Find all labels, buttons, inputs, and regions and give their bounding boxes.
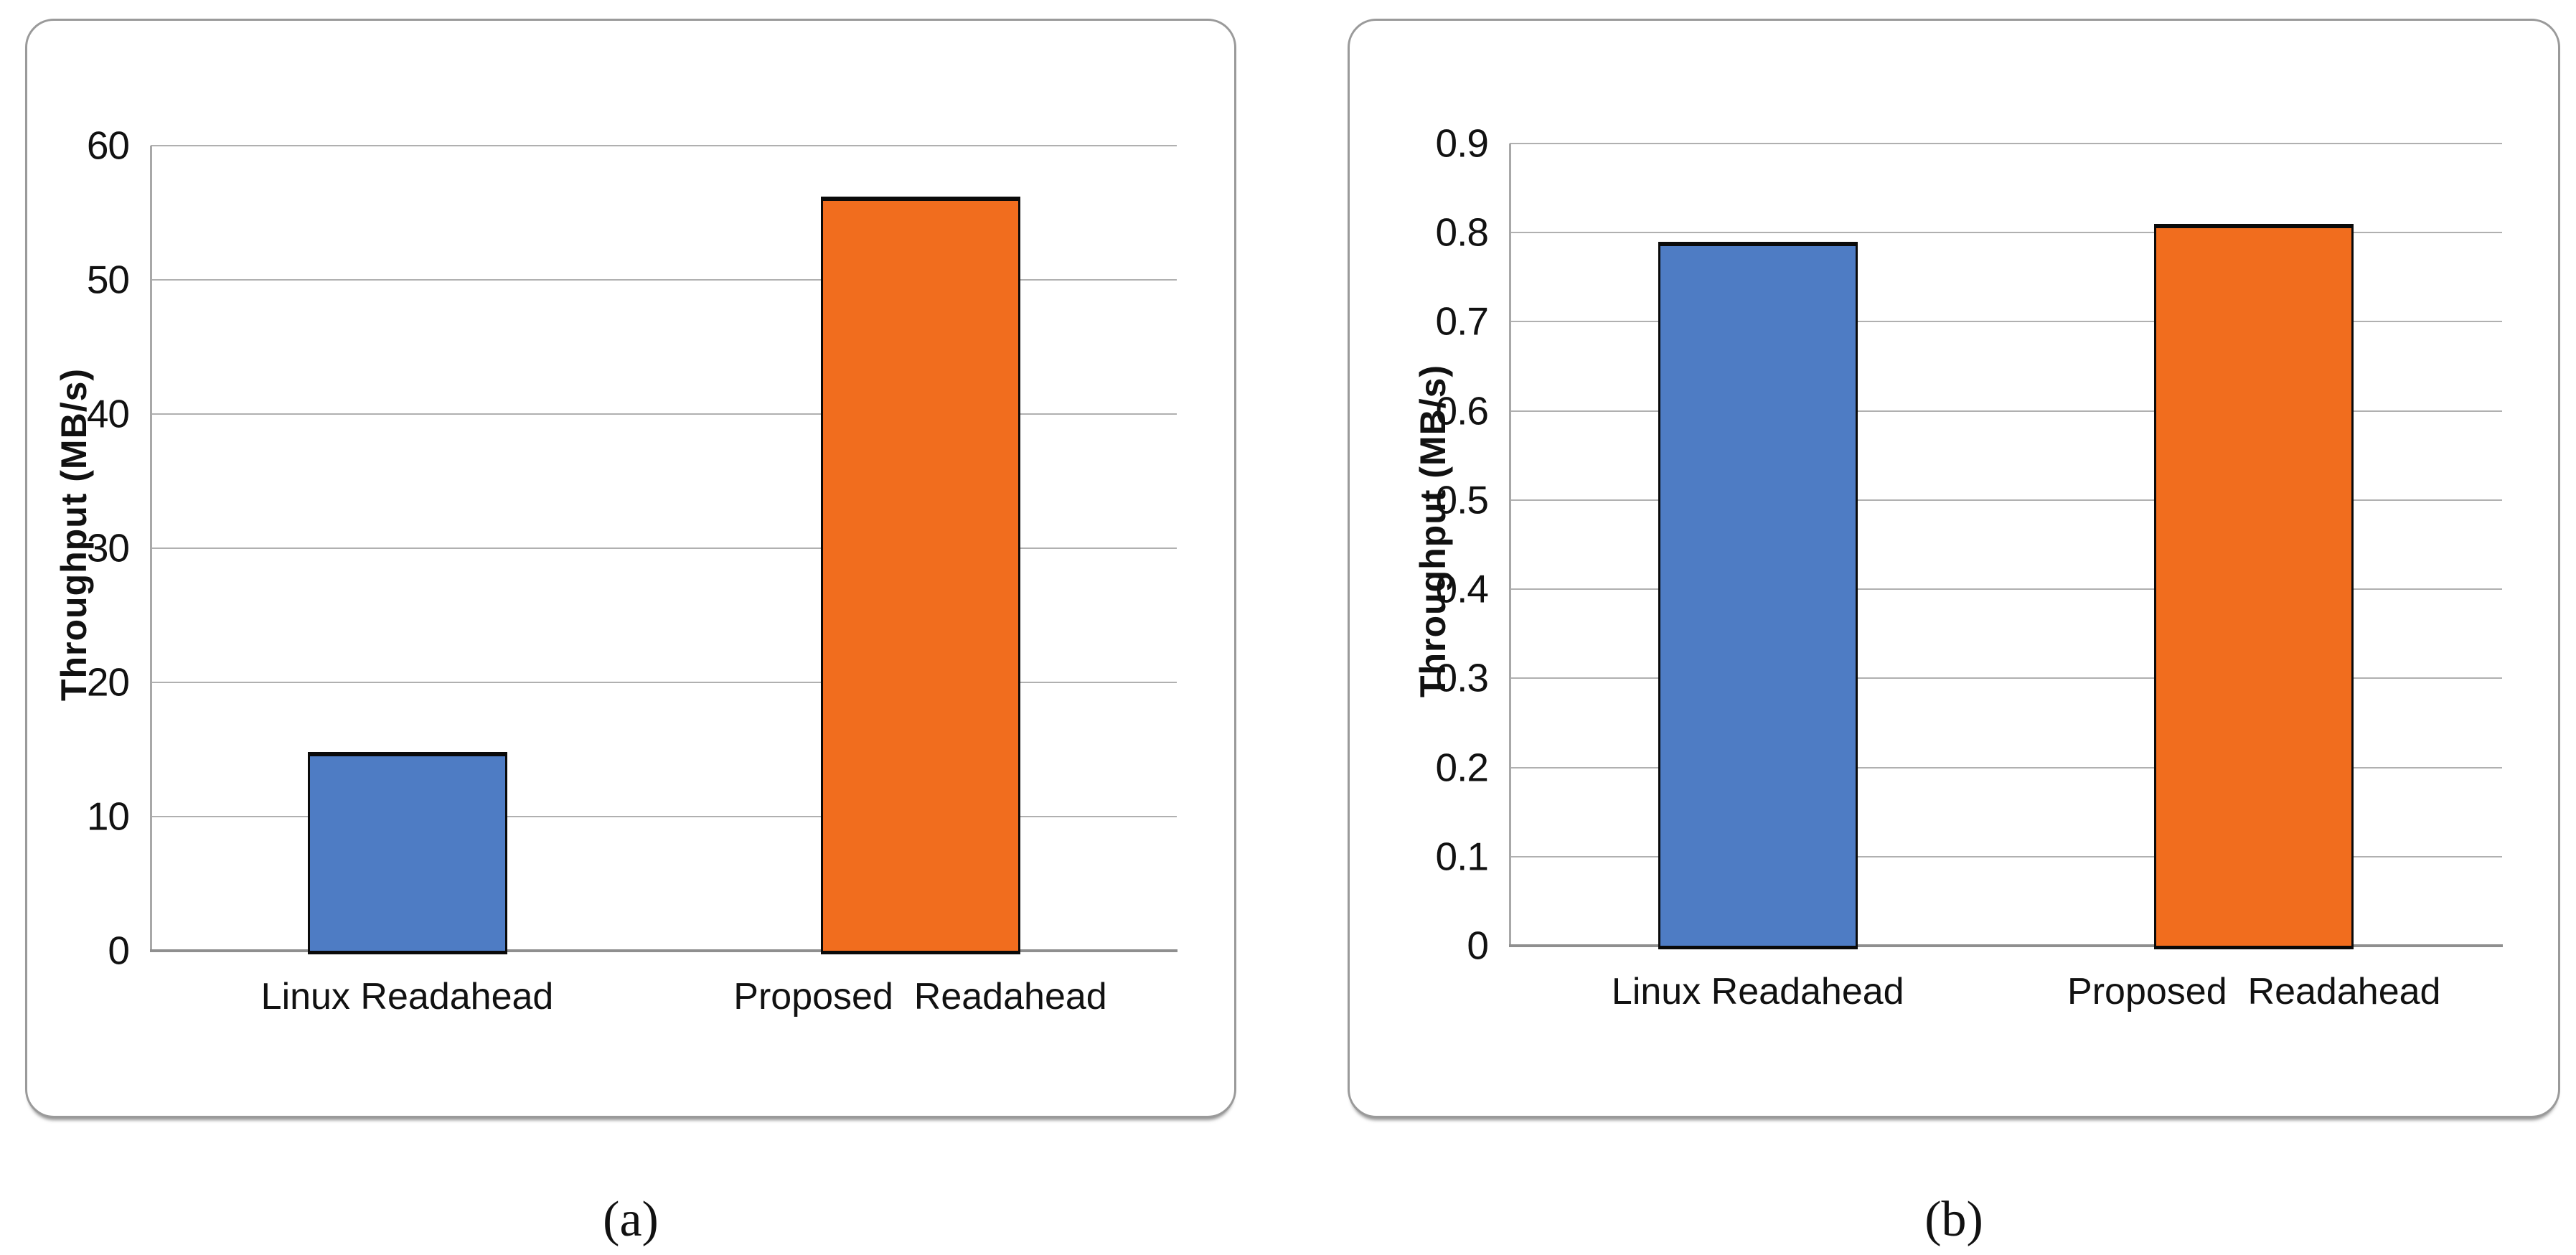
gridline-h — [151, 413, 1177, 415]
chart-panel-a — [25, 19, 1236, 1118]
y-axis-tick-label: 0 — [108, 928, 130, 973]
gridline-h — [151, 145, 1177, 146]
gridline-h — [151, 279, 1177, 281]
x-axis-line — [150, 949, 1177, 952]
y-axis-tick-label: 30 — [86, 525, 130, 570]
x-axis-category-label: Linux Readahead — [260, 976, 554, 1017]
y-axis-tick-label: 40 — [86, 391, 130, 436]
bar-linux-readahead — [1658, 241, 1858, 949]
gridline-h — [1510, 855, 2502, 857]
y-axis-tick-label: 50 — [86, 257, 130, 302]
gridline-h — [151, 682, 1177, 683]
gridline-h — [151, 547, 1177, 549]
bar-proposed-readahead — [2154, 223, 2354, 949]
y-axis-tick-label: 10 — [86, 794, 130, 839]
gridline-h — [1510, 677, 2502, 680]
chart-panel-b — [1348, 19, 2560, 1118]
y-axis-tick-label: 0.2 — [1435, 745, 1489, 790]
x-axis-category-label: Linux Readahead — [1611, 971, 1904, 1012]
bar-linux-readahead — [307, 752, 507, 954]
x-axis-line — [1509, 944, 2503, 947]
gridline-h — [151, 816, 1177, 817]
y-axis-tick-label: 0.3 — [1435, 655, 1489, 700]
gridline-h — [1510, 499, 2502, 501]
y-axis-tick-label: 20 — [86, 659, 130, 705]
x-axis-category-label: Proposed Readahead — [2067, 971, 2441, 1012]
gridline-h — [1510, 766, 2502, 768]
gridline-h — [1510, 143, 2502, 144]
y-axis-tick-label: 0.1 — [1435, 834, 1489, 879]
x-axis-category-label: Proposed Readahead — [733, 976, 1107, 1017]
y-axis-tick-label: 0.5 — [1435, 477, 1489, 522]
y-axis-tick-label: 0.9 — [1435, 121, 1489, 166]
y-axis-line — [1509, 144, 1511, 947]
y-axis-tick-label: 0.8 — [1435, 210, 1489, 255]
caption-a: (a) — [603, 1192, 659, 1247]
gridline-h — [1510, 588, 2502, 591]
y-axis-tick-label: 60 — [86, 123, 130, 168]
gridline-h — [1510, 232, 2502, 234]
y-axis-line — [150, 146, 152, 952]
y-axis-tick-label: 0.6 — [1435, 388, 1489, 433]
y-axis-tick-label: 0 — [1467, 923, 1489, 968]
gridline-h — [1510, 410, 2502, 412]
caption-b: (b) — [1924, 1192, 1983, 1247]
y-axis-tick-label: 0.7 — [1435, 299, 1489, 344]
gridline-h — [1510, 321, 2502, 323]
bar-proposed-readahead — [820, 197, 1020, 954]
y-axis-tick-label: 0.4 — [1435, 566, 1489, 611]
